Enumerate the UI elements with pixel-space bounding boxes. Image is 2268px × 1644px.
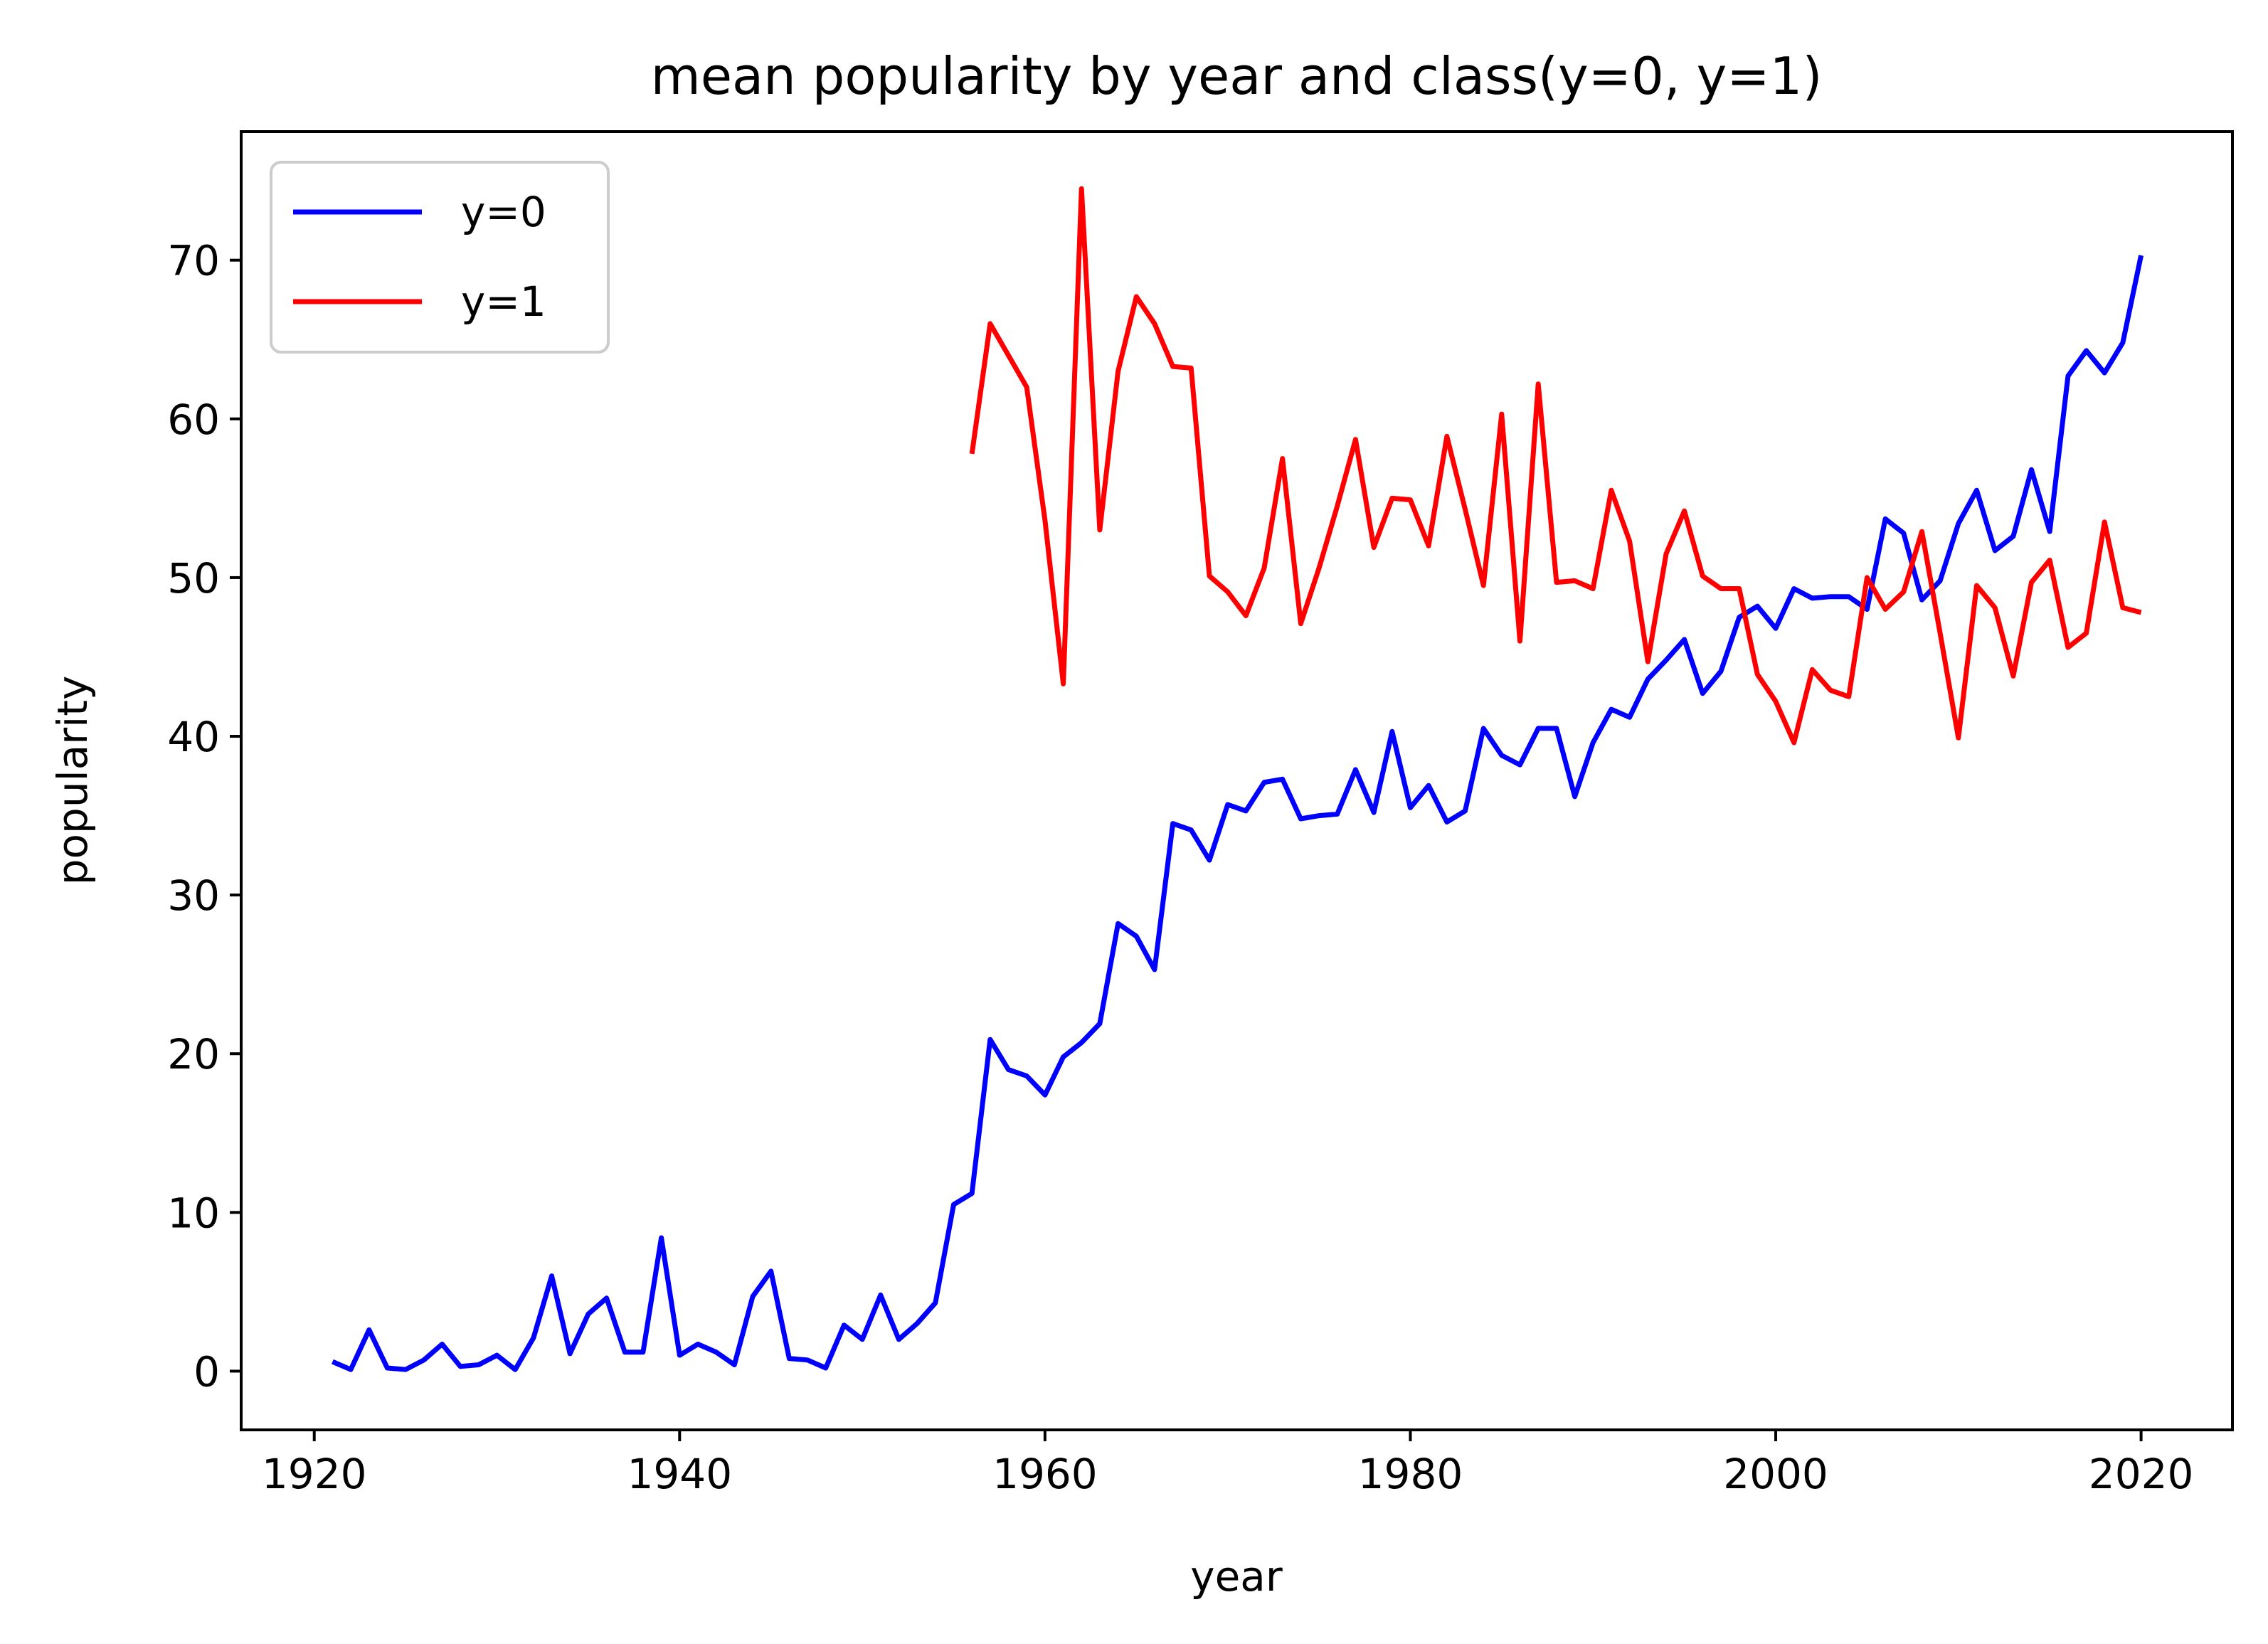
y-tick-label: 0 [194, 1347, 220, 1396]
series-line-y0 [332, 255, 2144, 1372]
x-tick-label: 1960 [992, 1450, 1098, 1498]
legend-label-y0: y=0 [461, 188, 546, 236]
series-layer [332, 186, 2144, 1372]
plot-frame [240, 130, 2234, 1431]
y-tick-label: 30 [167, 871, 220, 920]
legend-box [270, 161, 610, 354]
x-axis-label: year [1190, 1552, 1283, 1601]
legend: y=0 y=1 [270, 161, 610, 354]
y-tick-label: 10 [167, 1189, 220, 1237]
x-tick-label: 2020 [2089, 1450, 2194, 1498]
legend-label-y1: y=1 [461, 277, 546, 326]
x-axis-ticks: 1920 1940 1960 1980 2000 2020 [262, 1430, 2193, 1498]
y-tick-label: 50 [167, 554, 220, 603]
series-line-y1 [969, 186, 2142, 746]
y-axis-ticks: 0 10 20 30 40 50 60 70 [167, 237, 241, 1396]
x-tick-label: 1920 [262, 1450, 367, 1498]
y-tick-label: 40 [167, 713, 220, 761]
x-tick-label: 2000 [1723, 1450, 1828, 1498]
chart-title: mean popularity by year and class(y=0, y… [651, 46, 1823, 106]
y-tick-label: 60 [167, 396, 220, 444]
y-tick-label: 20 [167, 1030, 220, 1078]
x-tick-label: 1940 [627, 1450, 732, 1498]
x-tick-label: 1980 [1358, 1450, 1463, 1498]
y-axis-label: popularity [48, 676, 97, 886]
y-tick-label: 70 [167, 237, 220, 285]
